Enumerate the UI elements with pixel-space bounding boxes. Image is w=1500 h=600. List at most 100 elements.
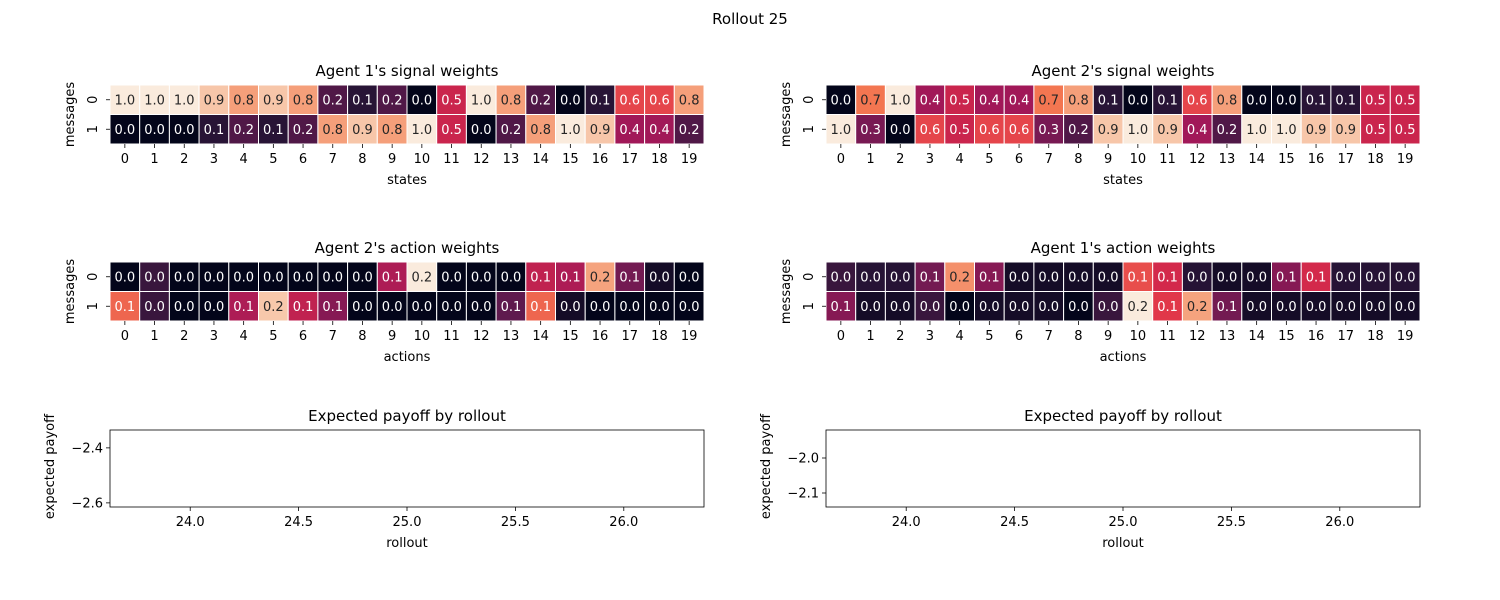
x-tick-label: 12 xyxy=(1189,329,1206,344)
x-tick-label: 1 xyxy=(150,329,158,344)
heatmap-cell xyxy=(884,114,916,145)
x-tick-label: 15 xyxy=(1278,329,1295,344)
cell-label: 0.0 xyxy=(831,270,852,285)
cell-label: 0.0 xyxy=(1187,270,1208,285)
heatmap-cell xyxy=(974,114,1005,145)
x-tick-label: 14 xyxy=(1248,329,1265,344)
cell-label: 0.0 xyxy=(1009,300,1030,315)
cell-label: 0.1 xyxy=(1335,93,1356,108)
cell-label: 0.0 xyxy=(174,300,195,315)
x-tick-label: 7 xyxy=(329,152,337,167)
cell-label: 0.0 xyxy=(1068,300,1089,315)
x-tick-label: 17 xyxy=(621,152,638,167)
x-tick-label: 13 xyxy=(503,329,520,344)
cell-label: 0.0 xyxy=(1038,300,1059,315)
heatmap-cell xyxy=(168,114,200,145)
x-tick-label: 2 xyxy=(896,152,904,167)
heatmap-cell xyxy=(376,84,408,115)
heatmap-3: 0.0 0.0 0.0 0.1 0.2 0.1 0.0 0.0 0.0 0.0 0.1 0.1 0.0 0… xyxy=(779,239,1421,365)
cell-label: 0.1 xyxy=(1276,270,1297,285)
cell-label: 0.6 xyxy=(1187,93,1208,108)
x-tick-label: 4 xyxy=(240,329,248,344)
line-chart-5: Expected payoff by rollout 24.0 24.5 25.0 25… xyxy=(759,407,1421,551)
cell-label: 0.8 xyxy=(293,93,314,108)
cell-label: 0.3 xyxy=(860,123,881,138)
cell-label: 0.4 xyxy=(979,93,1000,108)
x-tick-label: 3 xyxy=(926,152,934,167)
cell-label: 0.9 xyxy=(1157,123,1178,138)
heatmap-cell xyxy=(1003,291,1035,322)
x-tick-label: 14 xyxy=(532,152,549,167)
heatmap-cell xyxy=(1300,261,1332,292)
cell-label: 0.4 xyxy=(619,123,640,138)
cell-label: 0.8 xyxy=(382,123,403,138)
cell-label: 0.2 xyxy=(530,93,551,108)
heatmap-cell xyxy=(406,114,438,145)
x-tick-label: 14 xyxy=(532,329,549,344)
cell-label: 1.0 xyxy=(471,93,492,108)
x-tick-label: 11 xyxy=(1159,329,1176,344)
x-tick-label: 26.0 xyxy=(609,515,638,530)
heatmap-cell xyxy=(139,114,170,145)
x-axis-label: states xyxy=(387,173,427,188)
heatmap-cell xyxy=(258,84,289,115)
heatmap-cell xyxy=(317,291,349,322)
heatmap-cell xyxy=(944,291,975,322)
heatmap-cell xyxy=(1271,291,1302,322)
heatmap-cell xyxy=(584,84,616,115)
cell-label: 0.4 xyxy=(649,123,670,138)
cell-label: 0.0 xyxy=(1009,270,1030,285)
y-axis-label: messages xyxy=(779,82,794,147)
x-axis-label: actions xyxy=(384,350,431,365)
x-tick-label: 5 xyxy=(985,329,993,344)
x-tick-label: 10 xyxy=(1130,329,1147,344)
x-tick-label: 2 xyxy=(896,329,904,344)
heatmap-cell xyxy=(1389,291,1421,322)
x-tick-label: 9 xyxy=(388,152,396,167)
cell-label: 0.0 xyxy=(115,270,136,285)
cell-label: 0.9 xyxy=(263,93,284,108)
x-tick-label: 4 xyxy=(956,152,964,167)
cell-label: 0.0 xyxy=(174,123,195,138)
cell-label: 0.0 xyxy=(890,300,911,315)
cell-label: 0.0 xyxy=(412,300,433,315)
cell-label: 0.9 xyxy=(590,123,611,138)
cell-label: 0.8 xyxy=(679,93,700,108)
x-tick-label: 9 xyxy=(1104,152,1112,167)
x-tick-label: 3 xyxy=(210,329,218,344)
heatmap-cell xyxy=(614,261,646,292)
x-tick-label: 16 xyxy=(1308,329,1325,344)
cell-label: 0.0 xyxy=(679,300,700,315)
heatmap-cell xyxy=(1360,261,1391,292)
cell-label: 0.0 xyxy=(1395,300,1416,315)
cell-label: 0.2 xyxy=(679,123,700,138)
y-tick-label: −2.6 xyxy=(71,496,103,511)
cell-label: 0.2 xyxy=(1068,123,1089,138)
cell-label: 0.0 xyxy=(1276,93,1297,108)
heatmap-cell xyxy=(584,114,616,145)
cell-label: 0.0 xyxy=(1365,300,1386,315)
heatmap-cell xyxy=(1092,114,1124,145)
heatmap-cell xyxy=(347,261,378,292)
x-tick-label: 11 xyxy=(1159,152,1176,167)
cell-label: 0.0 xyxy=(174,270,195,285)
cell-label: 0.0 xyxy=(1306,300,1327,315)
cell-label: 0.2 xyxy=(1128,300,1149,315)
cell-label: 0.6 xyxy=(920,123,941,138)
cell-label: 0.6 xyxy=(619,93,640,108)
cell-label: 0.0 xyxy=(890,123,911,138)
cell-label: 0.2 xyxy=(412,270,433,285)
x-tick-label: 19 xyxy=(1397,152,1414,167)
cell-label: 1.0 xyxy=(115,93,136,108)
heatmap-cell xyxy=(1330,84,1362,115)
x-tick-label: 0 xyxy=(837,152,845,167)
x-tick-label: 12 xyxy=(473,152,490,167)
x-tick-label: 1 xyxy=(866,152,874,167)
x-tick-label: 18 xyxy=(651,329,668,344)
cell-label: 0.8 xyxy=(322,123,343,138)
heatmap-cell xyxy=(1241,261,1273,292)
cell-label: 0.0 xyxy=(860,270,881,285)
cell-label: 0.1 xyxy=(322,300,343,315)
heatmap-cell xyxy=(1063,114,1094,145)
